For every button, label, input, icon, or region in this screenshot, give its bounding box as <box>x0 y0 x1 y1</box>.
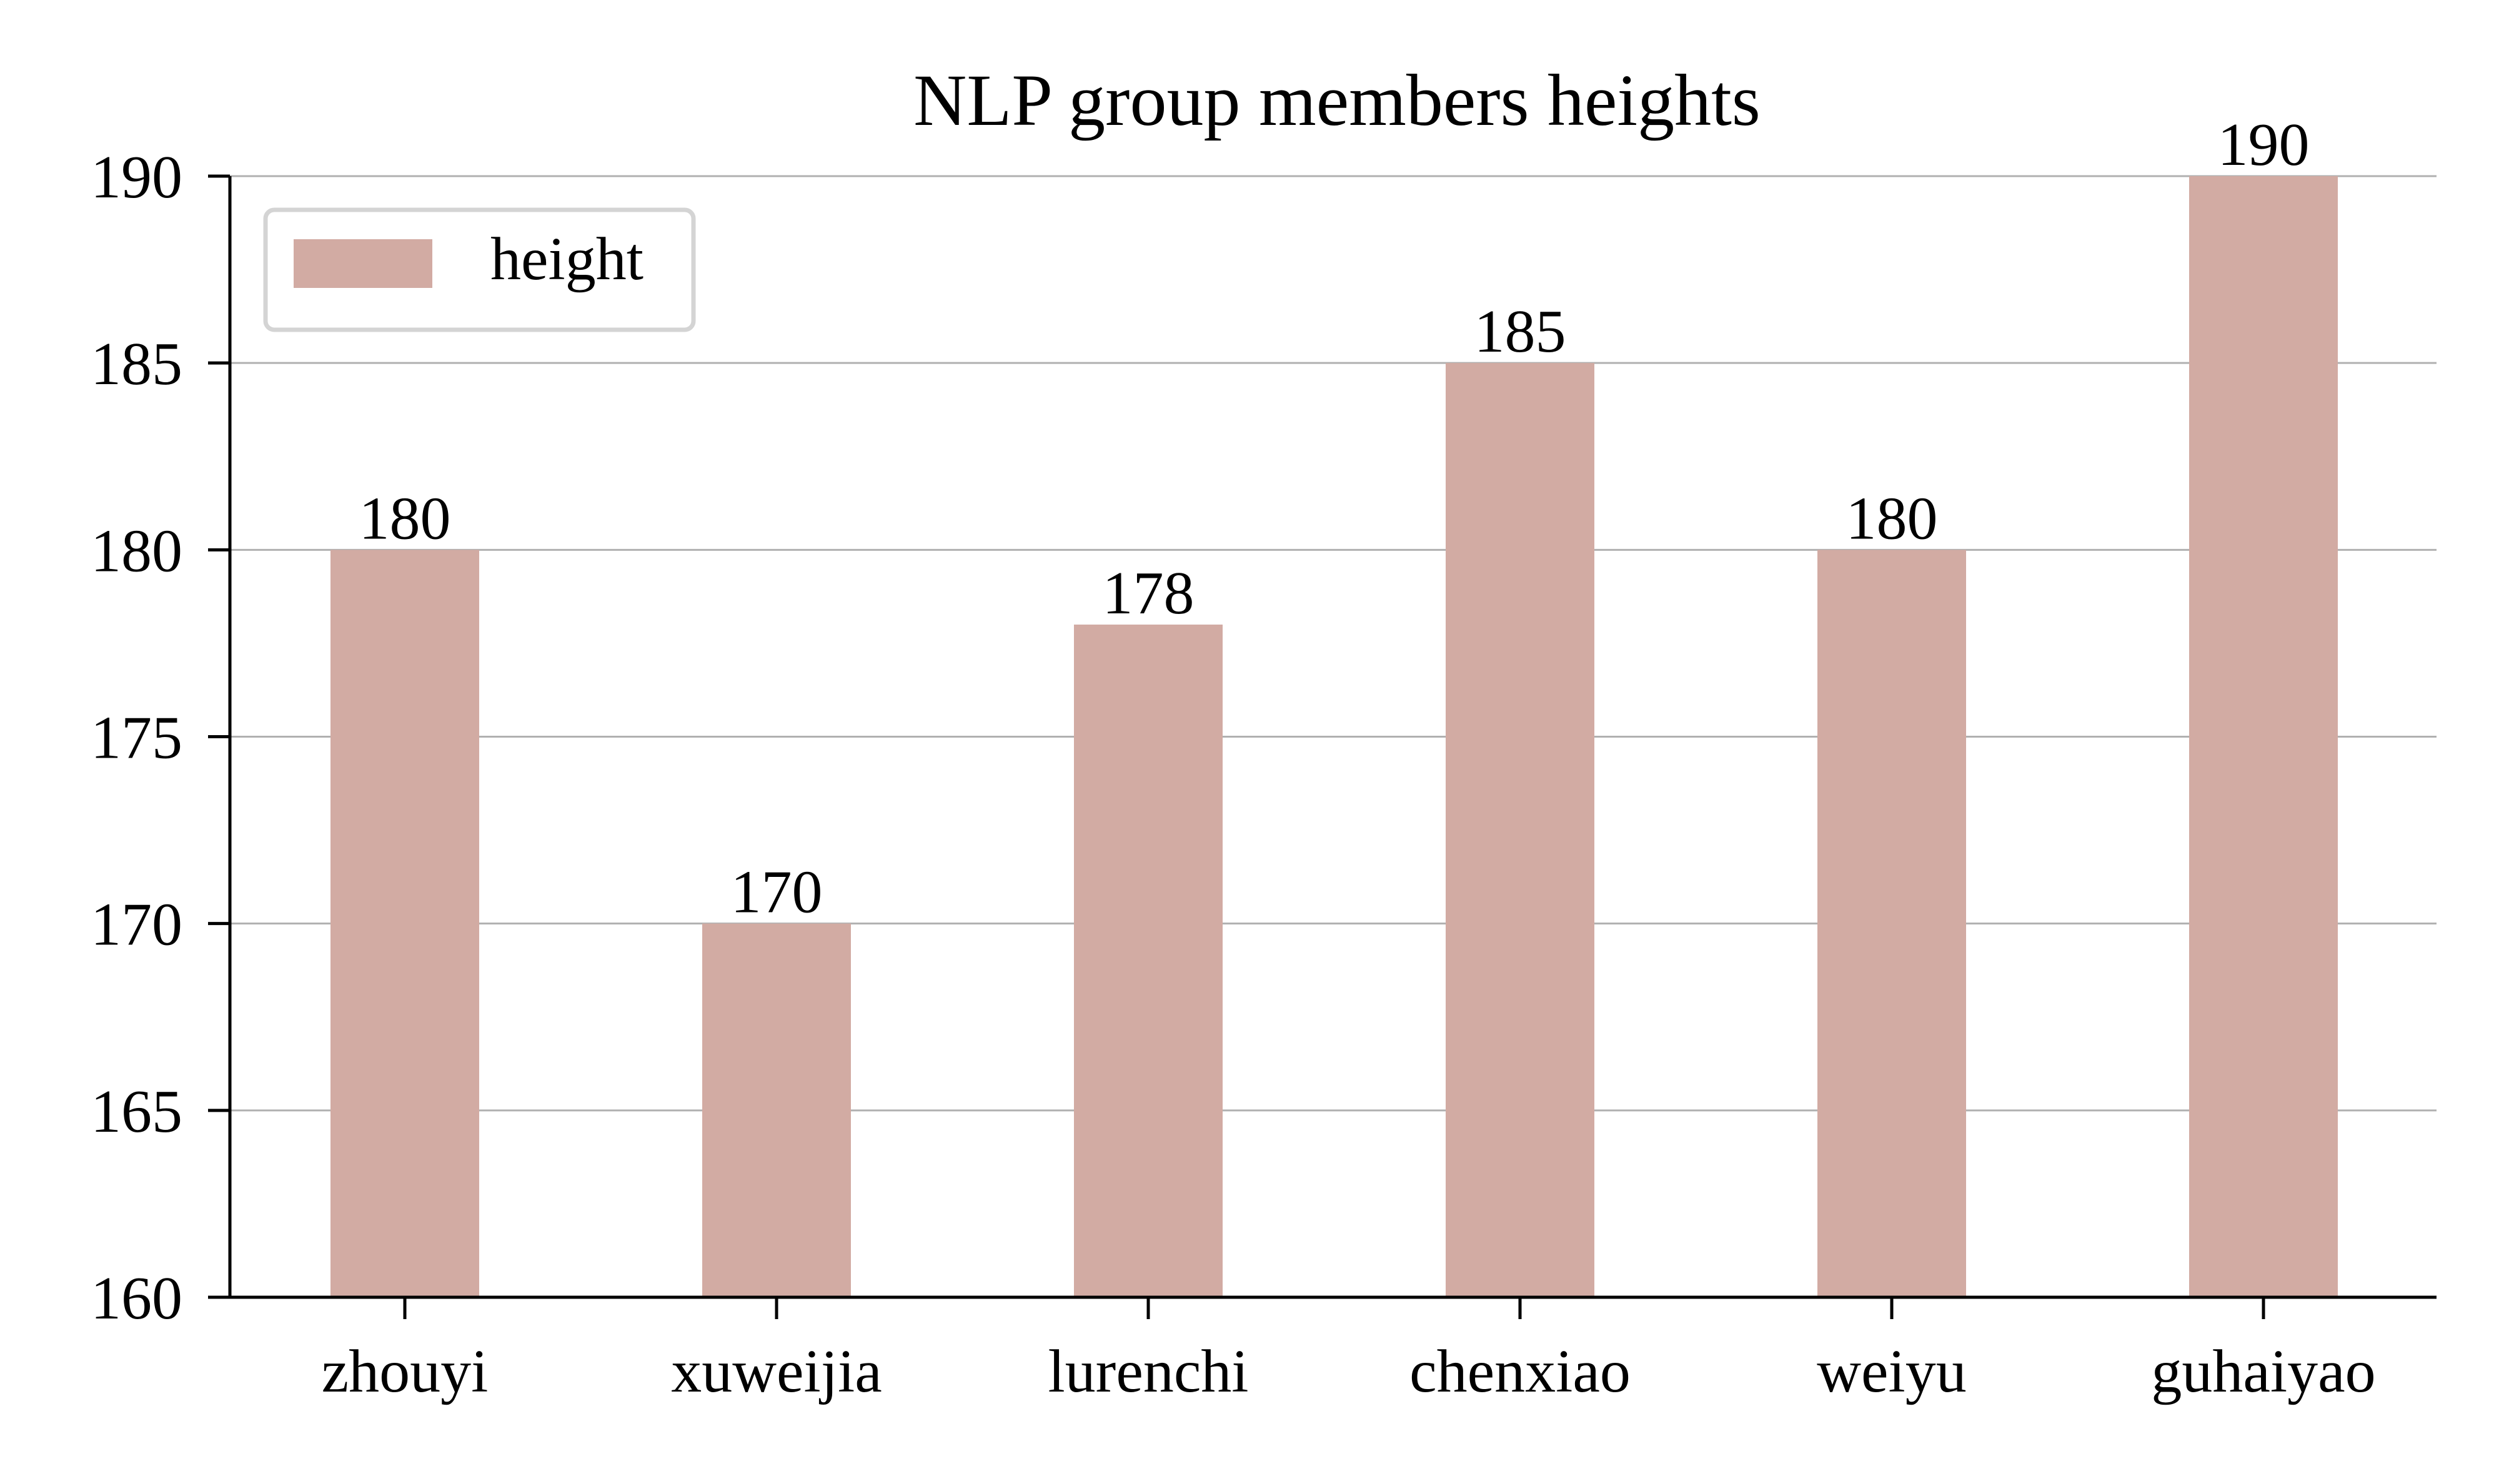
bar <box>2189 176 2338 1297</box>
data-label: 178 <box>1103 560 1195 627</box>
y-tick-label: 175 <box>91 705 182 772</box>
axes: 160 165 170 175 180 185 190 zhouyi xuweijia luren… <box>91 144 2437 1405</box>
x-tick-label: chenxiao <box>1409 1338 1631 1405</box>
data-label: 180 <box>1846 485 1938 552</box>
data-label: 185 <box>1474 298 1566 365</box>
data-label: 180 <box>359 485 451 552</box>
bars <box>330 176 2338 1298</box>
chart-title: NLP group members heights <box>913 59 1761 141</box>
data-label: 170 <box>731 859 823 926</box>
x-tick-label: lurenchi <box>1048 1338 1248 1405</box>
legend: height <box>263 207 696 332</box>
legend-swatch <box>294 239 432 288</box>
y-tick-label: 170 <box>91 891 182 959</box>
bar <box>1074 625 1223 1297</box>
y-tick-label: 165 <box>91 1078 182 1145</box>
data-label: 190 <box>2218 111 2310 179</box>
y-tick-label: 180 <box>91 517 182 585</box>
y-tick-label: 160 <box>91 1265 182 1332</box>
grid-lines <box>230 175 2437 1112</box>
y-tick-label: 190 <box>91 144 182 211</box>
y-tick-label: 185 <box>91 330 182 398</box>
bar <box>1817 550 1966 1298</box>
bar <box>702 923 851 1297</box>
data-labels: 180 170 178 185 180 190 <box>359 111 2310 926</box>
x-tick-label: weiyu <box>1817 1338 1967 1405</box>
x-tick-label: xuweijia <box>671 1338 882 1405</box>
bar <box>1446 363 1594 1297</box>
legend-label: height <box>490 225 643 293</box>
bar <box>330 550 479 1298</box>
x-tick-label: guhaiyao <box>2151 1338 2375 1405</box>
x-tick-label: zhouyi <box>322 1338 489 1405</box>
